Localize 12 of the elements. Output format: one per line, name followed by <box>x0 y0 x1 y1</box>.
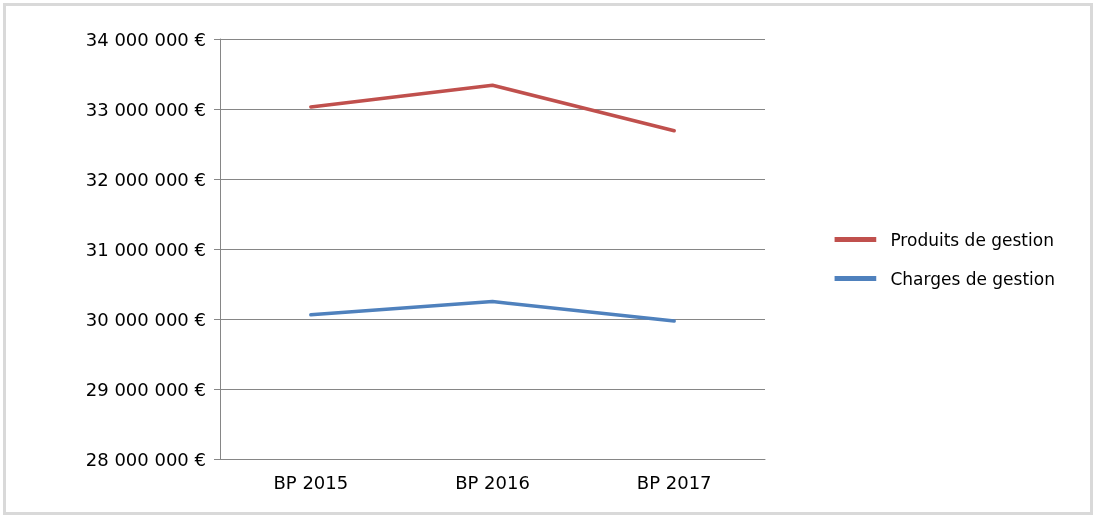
y-tick-label: 30 000 000 € <box>85 308 206 330</box>
y-tick-label: 34 000 000 € <box>85 28 206 50</box>
legend-label: Produits de gestion <box>890 229 1054 250</box>
x-tick-label: BP 2015 <box>273 471 349 493</box>
legend-label: Charges de gestion <box>890 268 1056 289</box>
y-tick-label: 31 000 000 € <box>85 238 206 260</box>
x-tick-label: BP 2016 <box>455 471 530 493</box>
y-tick-label: 32 000 000 € <box>85 168 206 190</box>
y-tick-label: 29 000 000 € <box>85 378 206 400</box>
x-tick-label: BP 2017 <box>636 471 712 493</box>
y-tick-label: 28 000 000 € <box>85 448 206 470</box>
y-tick-label: 33 000 000 € <box>85 98 206 120</box>
